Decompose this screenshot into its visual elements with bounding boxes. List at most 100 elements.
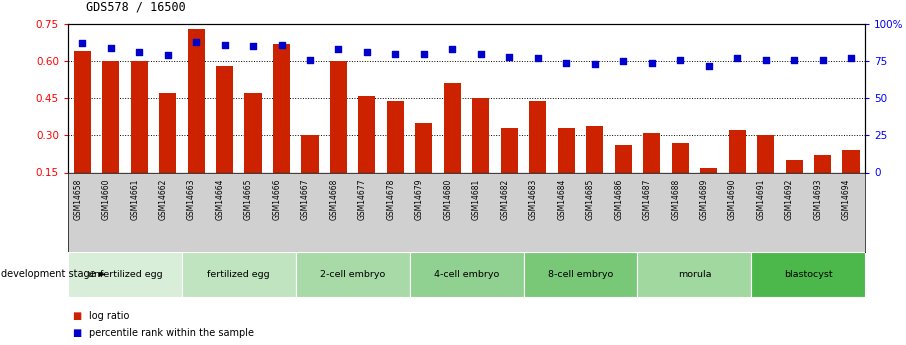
- Text: GSM14694: GSM14694: [842, 179, 851, 220]
- Text: blastocyst: blastocyst: [784, 270, 833, 279]
- Text: morula: morula: [678, 270, 711, 279]
- Bar: [102, 61, 120, 209]
- Point: [388, 51, 402, 57]
- Bar: [216, 66, 233, 209]
- Bar: [558, 128, 574, 209]
- Bar: [245, 93, 262, 209]
- Bar: [643, 133, 660, 209]
- Point: [303, 57, 317, 62]
- Bar: [501, 128, 518, 209]
- Bar: [524, 252, 638, 297]
- Text: GSM14660: GSM14660: [101, 179, 111, 220]
- Point: [474, 51, 488, 57]
- Text: GSM14658: GSM14658: [73, 179, 82, 220]
- Text: GSM14678: GSM14678: [386, 179, 395, 220]
- Text: GSM14691: GSM14691: [757, 179, 766, 220]
- Bar: [751, 252, 865, 297]
- Bar: [182, 252, 295, 297]
- Bar: [359, 96, 375, 209]
- Text: GSM14686: GSM14686: [614, 179, 623, 220]
- Text: GSM14688: GSM14688: [671, 179, 680, 220]
- Text: GSM14693: GSM14693: [814, 179, 823, 220]
- Point: [246, 43, 260, 49]
- Bar: [130, 61, 148, 209]
- Text: 4-cell embryo: 4-cell embryo: [434, 270, 499, 279]
- Text: unfertilized egg: unfertilized egg: [88, 270, 162, 279]
- Bar: [159, 93, 176, 209]
- Bar: [68, 252, 182, 297]
- Bar: [786, 160, 803, 209]
- Bar: [529, 101, 546, 209]
- Text: fertilized egg: fertilized egg: [207, 270, 270, 279]
- Text: GDS578 / 16500: GDS578 / 16500: [86, 1, 186, 14]
- Text: GSM14663: GSM14663: [187, 179, 196, 220]
- Point: [730, 56, 745, 61]
- Text: development stage ►: development stage ►: [1, 269, 106, 279]
- Point: [103, 45, 118, 51]
- Point: [815, 57, 830, 62]
- Text: GSM14692: GSM14692: [785, 179, 794, 220]
- Text: GSM14664: GSM14664: [216, 179, 225, 220]
- Text: GSM14681: GSM14681: [472, 179, 481, 220]
- Point: [616, 58, 631, 64]
- Bar: [728, 130, 746, 209]
- Point: [445, 47, 459, 52]
- Bar: [73, 51, 91, 209]
- Point: [275, 42, 289, 48]
- Point: [132, 50, 147, 55]
- Point: [701, 63, 716, 68]
- Bar: [273, 44, 290, 209]
- Text: GSM14666: GSM14666: [273, 179, 282, 220]
- Text: ■: ■: [72, 311, 82, 321]
- Bar: [814, 155, 831, 209]
- Text: 2-cell embryo: 2-cell embryo: [320, 270, 385, 279]
- Text: GSM14684: GSM14684: [557, 179, 566, 220]
- Point: [786, 57, 801, 62]
- Point: [843, 56, 858, 61]
- Point: [531, 56, 545, 61]
- Text: GSM14685: GSM14685: [585, 179, 594, 220]
- Point: [217, 42, 232, 48]
- Bar: [638, 252, 751, 297]
- Text: GSM14665: GSM14665: [244, 179, 253, 220]
- Text: GSM14667: GSM14667: [301, 179, 310, 220]
- Text: GSM14677: GSM14677: [358, 179, 367, 220]
- Point: [160, 52, 175, 58]
- Point: [502, 54, 516, 60]
- Text: GSM14662: GSM14662: [159, 179, 168, 220]
- Bar: [415, 123, 432, 209]
- Bar: [614, 145, 631, 209]
- Bar: [472, 98, 489, 209]
- Text: GSM14661: GSM14661: [130, 179, 140, 220]
- Bar: [444, 83, 461, 209]
- Bar: [757, 135, 774, 209]
- Bar: [586, 126, 603, 209]
- Point: [360, 50, 374, 55]
- Point: [332, 47, 346, 52]
- Text: GSM14680: GSM14680: [443, 179, 452, 220]
- Point: [758, 57, 773, 62]
- Text: GSM14687: GSM14687: [642, 179, 651, 220]
- Point: [417, 51, 431, 57]
- Point: [188, 39, 203, 45]
- Text: GSM14679: GSM14679: [415, 179, 424, 220]
- Bar: [302, 135, 319, 209]
- Bar: [330, 61, 347, 209]
- Bar: [295, 252, 410, 297]
- Point: [75, 41, 90, 46]
- Point: [559, 60, 573, 66]
- Text: ■: ■: [72, 328, 82, 338]
- Text: 8-cell embryo: 8-cell embryo: [548, 270, 613, 279]
- Text: GSM14689: GSM14689: [699, 179, 708, 220]
- Text: GSM14683: GSM14683: [529, 179, 538, 220]
- Bar: [410, 252, 524, 297]
- Text: log ratio: log ratio: [89, 311, 130, 321]
- Text: GSM14690: GSM14690: [728, 179, 737, 220]
- Bar: [387, 101, 404, 209]
- Text: percentile rank within the sample: percentile rank within the sample: [89, 328, 254, 338]
- Bar: [671, 143, 689, 209]
- Bar: [188, 29, 205, 209]
- Bar: [843, 150, 860, 209]
- Bar: [700, 168, 718, 209]
- Point: [673, 57, 688, 62]
